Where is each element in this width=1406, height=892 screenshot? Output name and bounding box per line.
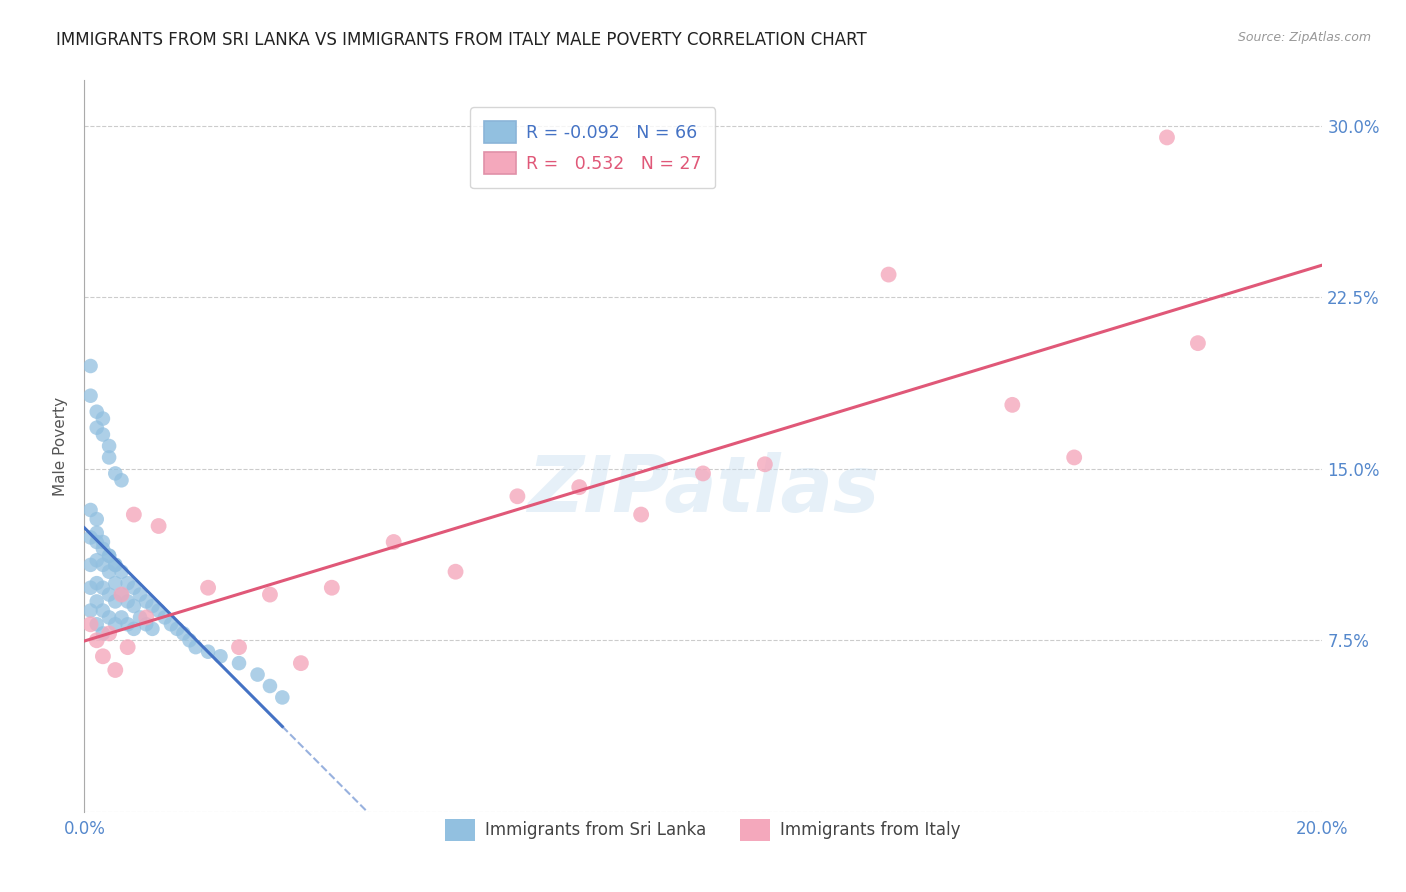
Point xyxy=(110,473,132,487)
Point xyxy=(246,667,269,681)
Point xyxy=(104,558,127,572)
Point xyxy=(122,508,145,522)
Point xyxy=(86,576,108,591)
Point xyxy=(122,622,145,636)
Point xyxy=(91,427,114,442)
Point xyxy=(129,588,152,602)
Text: Source: ZipAtlas.com: Source: ZipAtlas.com xyxy=(1237,31,1371,45)
Point xyxy=(79,503,101,517)
Point xyxy=(259,679,281,693)
Point xyxy=(172,626,194,640)
Point xyxy=(110,610,132,624)
Point xyxy=(104,663,127,677)
Point xyxy=(1063,450,1085,465)
Point xyxy=(141,599,163,613)
Point xyxy=(129,610,152,624)
Text: IMMIGRANTS FROM SRI LANKA VS IMMIGRANTS FROM ITALY MALE POVERTY CORRELATION CHAR: IMMIGRANTS FROM SRI LANKA VS IMMIGRANTS … xyxy=(56,31,868,49)
Point xyxy=(228,640,250,655)
Point xyxy=(98,549,121,563)
Text: ZIPatlas: ZIPatlas xyxy=(527,452,879,528)
Point xyxy=(104,576,127,591)
Point xyxy=(290,656,312,670)
Point xyxy=(86,512,108,526)
Point xyxy=(79,617,101,632)
Point xyxy=(444,565,467,579)
Point xyxy=(86,405,108,419)
Point xyxy=(86,525,108,540)
Point xyxy=(117,576,139,591)
Point xyxy=(104,617,127,632)
Point xyxy=(135,594,157,608)
Point xyxy=(1187,336,1209,351)
Point xyxy=(568,480,591,494)
Point xyxy=(148,604,170,618)
Point xyxy=(153,610,176,624)
Point xyxy=(91,558,114,572)
Point xyxy=(98,450,121,465)
Point xyxy=(1156,130,1178,145)
Point xyxy=(877,268,900,282)
Point xyxy=(110,588,132,602)
Point xyxy=(630,508,652,522)
Point xyxy=(110,565,132,579)
Point xyxy=(122,581,145,595)
Point xyxy=(79,604,101,618)
Point xyxy=(98,439,121,453)
Point xyxy=(104,558,127,572)
Point xyxy=(86,535,108,549)
Point xyxy=(321,581,343,595)
Point xyxy=(117,594,139,608)
Point xyxy=(117,617,139,632)
Point xyxy=(110,588,132,602)
Point xyxy=(91,535,114,549)
Legend: Immigrants from Sri Lanka, Immigrants from Italy: Immigrants from Sri Lanka, Immigrants fr… xyxy=(439,813,967,847)
Point xyxy=(86,617,108,632)
Point xyxy=(86,421,108,435)
Point xyxy=(382,535,405,549)
Point xyxy=(91,581,114,595)
Y-axis label: Male Poverty: Male Poverty xyxy=(53,396,69,496)
Point xyxy=(79,558,101,572)
Point xyxy=(79,530,101,544)
Point xyxy=(209,649,232,664)
Point xyxy=(166,622,188,636)
Point xyxy=(754,458,776,472)
Point xyxy=(91,604,114,618)
Point xyxy=(86,594,108,608)
Point xyxy=(179,633,201,648)
Point xyxy=(135,617,157,632)
Point xyxy=(98,626,121,640)
Point xyxy=(98,549,121,563)
Point xyxy=(135,610,157,624)
Point xyxy=(86,633,108,648)
Point xyxy=(91,541,114,556)
Point xyxy=(86,553,108,567)
Point xyxy=(79,359,101,373)
Point xyxy=(122,599,145,613)
Point xyxy=(692,467,714,481)
Point xyxy=(506,489,529,503)
Point xyxy=(141,622,163,636)
Point xyxy=(79,389,101,403)
Point xyxy=(104,467,127,481)
Point xyxy=(184,640,207,655)
Point xyxy=(197,645,219,659)
Point xyxy=(98,565,121,579)
Point xyxy=(98,610,121,624)
Point xyxy=(104,594,127,608)
Point xyxy=(197,581,219,595)
Point xyxy=(79,581,101,595)
Point xyxy=(271,690,294,705)
Point xyxy=(91,649,114,664)
Point xyxy=(259,588,281,602)
Point xyxy=(91,626,114,640)
Point xyxy=(148,519,170,533)
Point xyxy=(160,617,183,632)
Point xyxy=(98,588,121,602)
Point xyxy=(228,656,250,670)
Point xyxy=(117,640,139,655)
Point xyxy=(1001,398,1024,412)
Point xyxy=(91,411,114,425)
